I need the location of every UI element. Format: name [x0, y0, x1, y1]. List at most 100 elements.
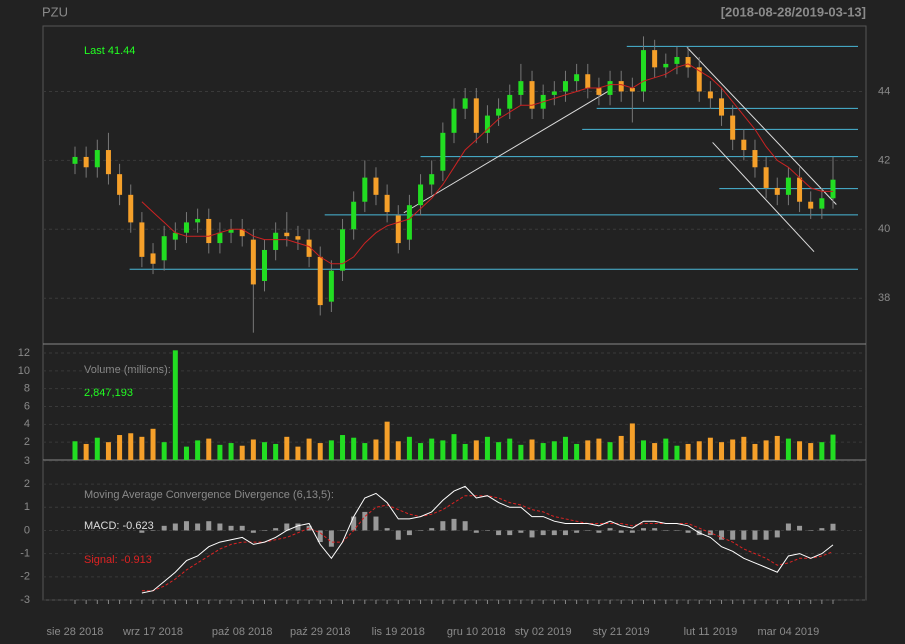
candle-body [295, 236, 301, 240]
moving-average [141, 63, 833, 265]
candle-body [183, 222, 189, 233]
macd-histogram [797, 525, 803, 531]
volume-bar [373, 439, 379, 460]
macd-histogram [674, 530, 680, 531]
trend-line [712, 142, 815, 253]
candle-body [663, 63, 669, 68]
macd-histogram [217, 523, 223, 531]
macd-histogram [574, 530, 580, 533]
candle-body [518, 81, 524, 95]
macd-histogram [607, 528, 613, 531]
macd-histogram [373, 516, 379, 531]
y-tick-label: -2 [20, 571, 30, 583]
macd-histogram [540, 530, 546, 536]
candle-body [473, 98, 479, 133]
volume-bar [273, 443, 279, 460]
candle-body [440, 132, 446, 171]
candle-body [707, 91, 713, 99]
candle-body [763, 167, 769, 188]
volume-bar [418, 443, 424, 460]
y-tick-label: -1 [20, 548, 30, 560]
chart-title: PZU [42, 4, 68, 19]
macd-histogram [785, 523, 791, 531]
volume-bar [139, 436, 145, 460]
volume-bar [195, 440, 201, 460]
macd-histogram [462, 521, 468, 531]
volume-bar [94, 437, 100, 460]
volume-bar [172, 350, 178, 460]
x-tick-label: sty 21 2019 [593, 626, 650, 638]
volume-bar [117, 435, 123, 460]
volume-bar [551, 441, 557, 460]
macd-label: MACD: -0.623 [84, 520, 154, 532]
y-tick-label: 44 [878, 85, 890, 97]
macd-histogram [819, 528, 825, 531]
volume-bar [819, 442, 825, 460]
candle-body [674, 57, 680, 64]
candle-body [484, 115, 490, 133]
macd-histogram [451, 518, 457, 531]
y-tick-label: 2 [24, 478, 30, 490]
candle-body [562, 81, 568, 92]
candle-body [808, 201, 814, 209]
volume-bar [228, 443, 234, 460]
candle-body [373, 177, 379, 195]
volume-bar [328, 440, 334, 460]
candle-body [551, 91, 557, 95]
candle-body [574, 74, 580, 82]
volume-bar [351, 437, 357, 460]
candle-body [607, 81, 613, 95]
volume-bar [183, 446, 189, 460]
candle-body [618, 81, 624, 92]
volume-bar [362, 443, 368, 460]
candle-body [819, 198, 825, 209]
date-range: [2018-08-28/2019-03-13] [721, 4, 866, 19]
macd-histogram [206, 521, 212, 531]
macd-histogram [641, 528, 646, 531]
y-tick-label: 0 [24, 524, 30, 536]
volume-bar [340, 435, 346, 460]
macd-histogram [562, 530, 568, 536]
candle-body [172, 232, 178, 240]
volume-bar [306, 438, 312, 460]
volume-bar [607, 442, 613, 460]
x-tick-label: wrz 17 2018 [122, 626, 183, 638]
macd-histogram [618, 530, 624, 533]
x-tick-label: mar 04 2019 [758, 626, 820, 638]
volume-bar [395, 441, 401, 460]
candle-body [340, 229, 346, 271]
candle-body [585, 74, 591, 89]
volume-bar [217, 444, 223, 460]
candle-body [328, 270, 334, 302]
macd-histogram [808, 530, 814, 531]
macd-histogram [295, 523, 301, 531]
macd-histogram [507, 530, 513, 536]
macd-histogram [161, 525, 167, 531]
volume-bar [808, 443, 814, 460]
volume-bar [406, 436, 412, 460]
volume-bar [707, 437, 713, 460]
candle-body [529, 81, 535, 109]
x-tick-label: gru 10 2018 [447, 626, 506, 638]
candle-body [752, 150, 758, 168]
macd-histogram [273, 528, 279, 531]
y-tick-label: 8 [24, 383, 30, 395]
candle-body [228, 229, 234, 233]
volume-bar [317, 443, 323, 460]
last-label: Last 41.44 [84, 45, 135, 57]
candle-body [284, 232, 290, 237]
candle-body [797, 177, 803, 202]
macd-histogram [596, 530, 602, 533]
candle-body [429, 174, 435, 185]
candle-body [362, 177, 368, 202]
macd-histogram [830, 523, 836, 531]
volume-bar [284, 436, 290, 460]
candle-body [239, 229, 245, 237]
macd-histogram [139, 530, 145, 533]
volume-bar [518, 444, 524, 460]
candle-body [406, 205, 412, 240]
macd-histogram [719, 530, 725, 540]
macd-histogram [585, 530, 591, 531]
y-tick-label: 42 [878, 154, 890, 166]
